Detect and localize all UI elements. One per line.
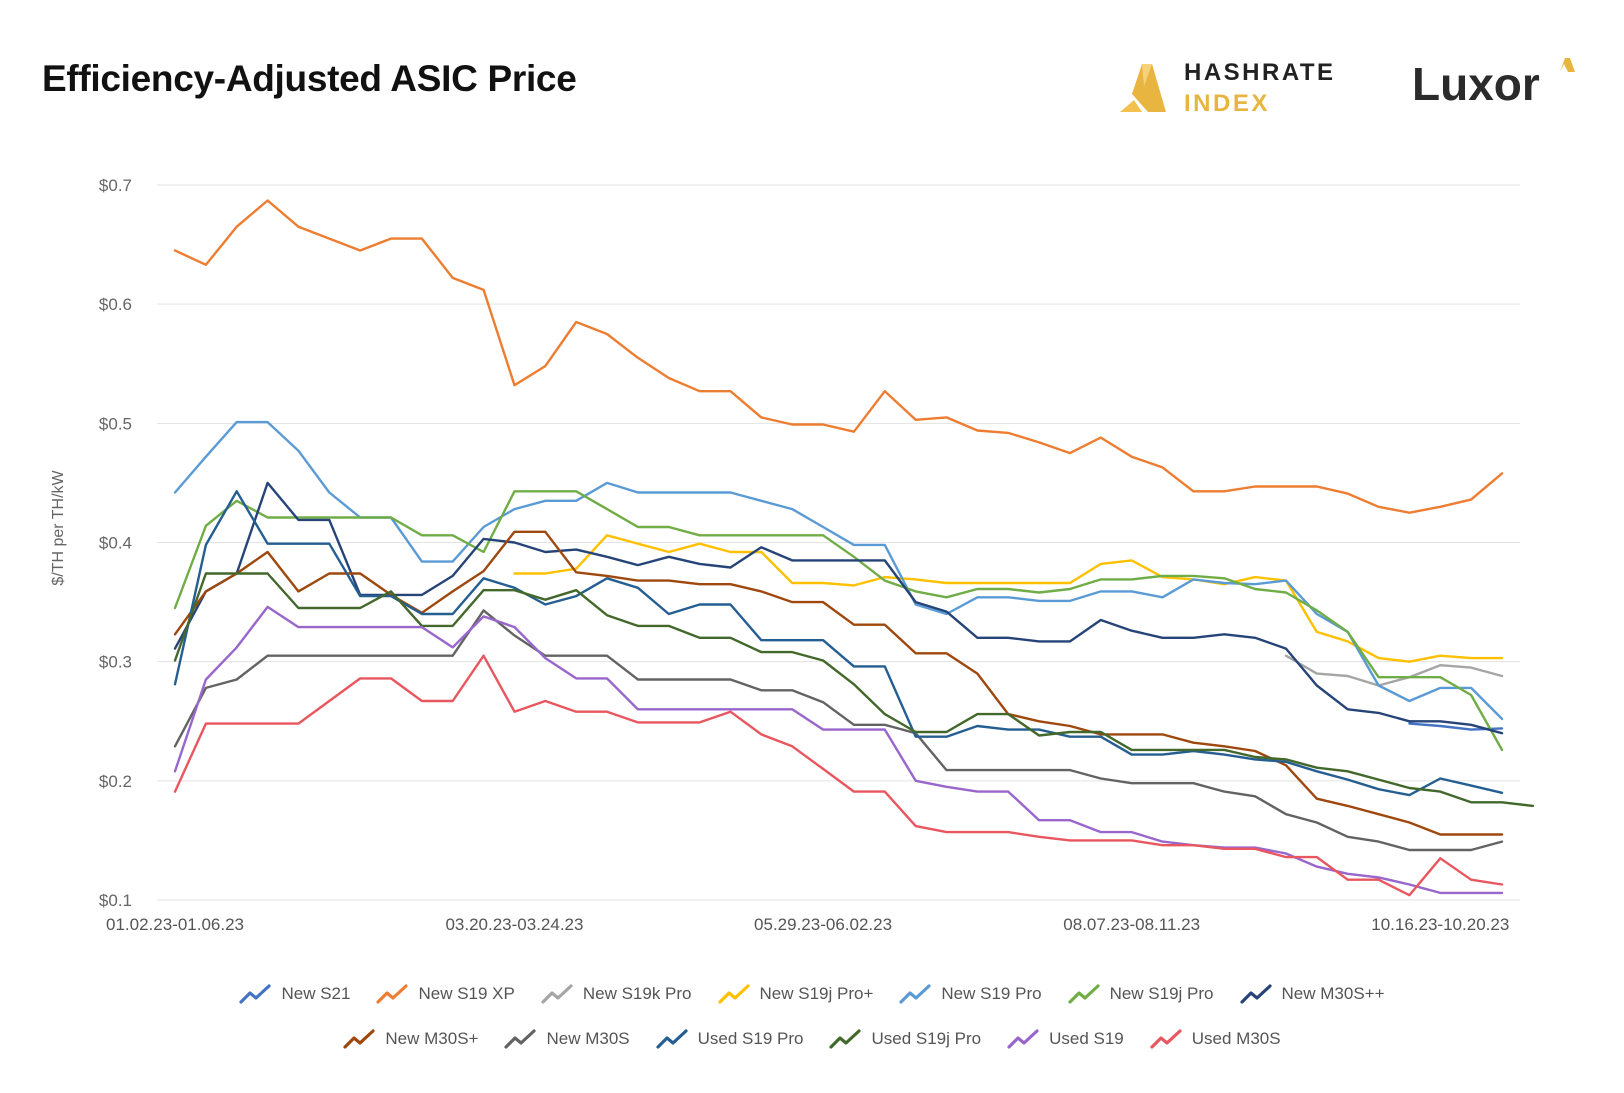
x-tick-label: 03.20.23-03.24.23 [445,915,583,930]
series-line-1 [173,199,1504,514]
x-tick-label: 08.07.23-08.11.23 [1063,915,1200,930]
legend-line-icon [541,984,573,1004]
legend-label: New M30S+ [385,1029,479,1048]
series-line-4 [173,420,1504,721]
legend-label: Used S19 Pro [697,1029,804,1048]
legend-row-1: New S21 New S19 XP New S19k Pro New S19j Pr… [0,983,1624,1005]
y-tick-labels: $0.7 $0.6 $0.5 $0.4 $0.3 $0.2 $0.1 [99,176,132,910]
y-tick-label: $0.7 [99,176,132,195]
hashrate-logo-bottom: INDEX [1184,90,1270,117]
legend-line-icon [239,984,272,1004]
x-tick-label: 01.02.23-01.06.23 [106,915,244,930]
series-line-3 [513,534,1504,663]
legend-item[interactable]: Used S19 [1007,1028,1124,1050]
series-line-9 [173,490,1504,797]
legend-label: New M30S++ [1281,984,1385,1003]
luxor-logo-text: Luxor [1412,58,1540,110]
luxor-logo: Luxor [1412,58,1575,110]
legend-line-icon [504,1029,537,1049]
y-tick-label: $0.3 [99,653,132,672]
legend-item[interactable]: New M30S+ [343,1028,478,1050]
legend-item[interactable]: New S19j Pro+ [717,983,874,1005]
legend-line-icon [343,1029,376,1049]
legend-label: New S19j Pro [1109,984,1214,1003]
hashrate-logo-top: HASHRATE [1184,59,1336,86]
y-axis-label: $/TH per TH/kW [50,469,67,585]
series-line-6 [173,481,1504,735]
legend-row-2: New M30S+ New M30S Used S19 Pro Used S19j P… [0,1028,1624,1050]
x-tick-label: 05.29.23-06.02.23 [754,915,892,930]
legend-item[interactable]: Used S19j Pro [829,1028,981,1050]
legend-line-icon [1007,1029,1039,1049]
hashrate-index-logo: HASHRATE INDEX [1120,59,1336,117]
series-line-2 [1284,654,1504,687]
legend-item[interactable]: Used S19 Pro [656,1028,804,1050]
legend-line-icon [1067,984,1100,1004]
y-tick-label: $0.4 [99,534,132,553]
legend-label: New S19k Pro [582,984,692,1003]
y-tick-label: $0.5 [99,414,132,433]
chart-title: Efficiency-Adjusted ASIC Price [42,58,577,99]
legend-label: Used M30S [1191,1029,1281,1048]
luxor-mark-icon [1560,58,1575,72]
series-line-12 [173,654,1504,897]
legend-item[interactable]: New S19k Pro [541,983,692,1005]
y-tick-label: $0.6 [99,295,132,314]
hashrate-index-mark-icon [1120,64,1166,112]
series-line-11 [173,605,1504,895]
x-tick-labels: 01.02.23-01.06.23 03.20.23-03.24.23 05.29.… [106,915,1509,930]
legend-item[interactable]: New S19 Pro [899,983,1042,1005]
series-line-5 [173,490,1504,752]
y-tick-label: $0.2 [99,772,132,791]
series-line-8 [173,609,1504,852]
legend-item[interactable]: New S19 XP [376,983,515,1005]
legend-label: New S19 Pro [941,984,1042,1003]
legend-item[interactable]: New S21 [239,983,350,1005]
legend-label: New S19j Pro+ [759,984,874,1003]
legend-label: New S19 XP [418,984,515,1003]
legend-line-icon [1150,1029,1182,1049]
legend-line-icon [1239,984,1272,1004]
legend-label: New S21 [281,984,351,1003]
legend-item[interactable]: New S19j Pro [1067,983,1214,1005]
legend-label: New M30S [546,1029,630,1048]
legend-label: Used S19 [1049,1029,1124,1048]
legend-line-icon [899,984,932,1004]
grid-lines [157,184,1520,901]
legend-line-icon [376,984,409,1004]
legend-item[interactable]: Used M30S [1150,1028,1281,1050]
x-tick-label: 10.16.23-10.20.23 [1371,915,1509,930]
legend-line-icon [656,1029,688,1049]
line-chart: $0.7 $0.6 $0.5 $0.4 $0.3 $0.2 $0.1 01.02.23-01… [50,176,1535,930]
series-line-10 [173,572,1535,808]
legend-item[interactable]: New M30S++ [1239,983,1385,1005]
legend-label: Used S19j Pro [871,1029,982,1048]
legend-line-icon [717,984,750,1004]
legend-item[interactable]: New M30S [504,1028,630,1050]
y-tick-label: $0.1 [99,891,132,910]
legend-line-icon [829,1029,862,1049]
series-lines [173,199,1535,897]
series-line-7 [173,530,1504,836]
